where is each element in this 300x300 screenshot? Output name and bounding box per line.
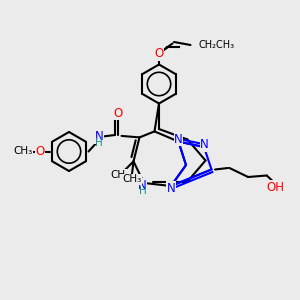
Text: H: H <box>95 138 103 148</box>
Text: H: H <box>139 186 146 196</box>
Text: CH₃: CH₃ <box>13 146 32 157</box>
Text: O: O <box>154 47 164 61</box>
Text: O: O <box>113 106 122 120</box>
Text: N: N <box>138 179 147 192</box>
Text: N: N <box>174 133 183 146</box>
Text: N: N <box>95 130 104 143</box>
Text: CH₃: CH₃ <box>110 170 130 180</box>
Text: N: N <box>200 138 209 151</box>
Text: N: N <box>167 182 176 195</box>
Text: CH₂CH₃: CH₂CH₃ <box>199 40 235 50</box>
Text: CH₃: CH₃ <box>122 174 142 184</box>
Text: OH: OH <box>267 181 285 194</box>
Text: O: O <box>35 145 44 158</box>
